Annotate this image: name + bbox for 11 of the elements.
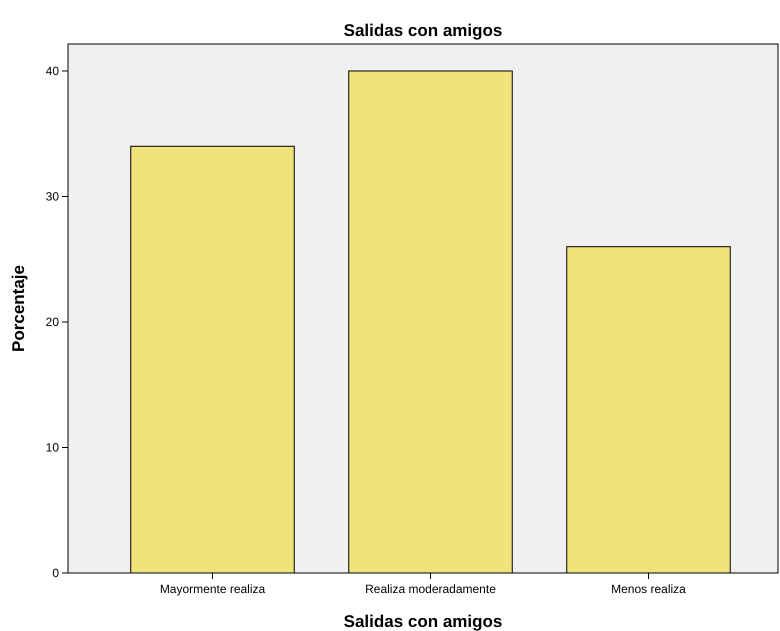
y-tick-label: 10 [46,440,60,455]
x-tick-label: Menos realiza [611,582,686,596]
y-axis-title: Porcentaje [9,265,28,352]
y-tick-label: 30 [46,190,60,204]
x-axis-title: Salidas con amigos [344,612,502,631]
y-tick-label: 20 [46,315,60,330]
chart-title: Salidas con amigos [344,21,502,40]
x-tick-label: Mayormente realiza [160,582,266,596]
x-tick-label: Realiza moderadamente [365,582,496,596]
y-tick-label: 0 [52,566,60,580]
y-tick-label: 40 [46,64,60,78]
